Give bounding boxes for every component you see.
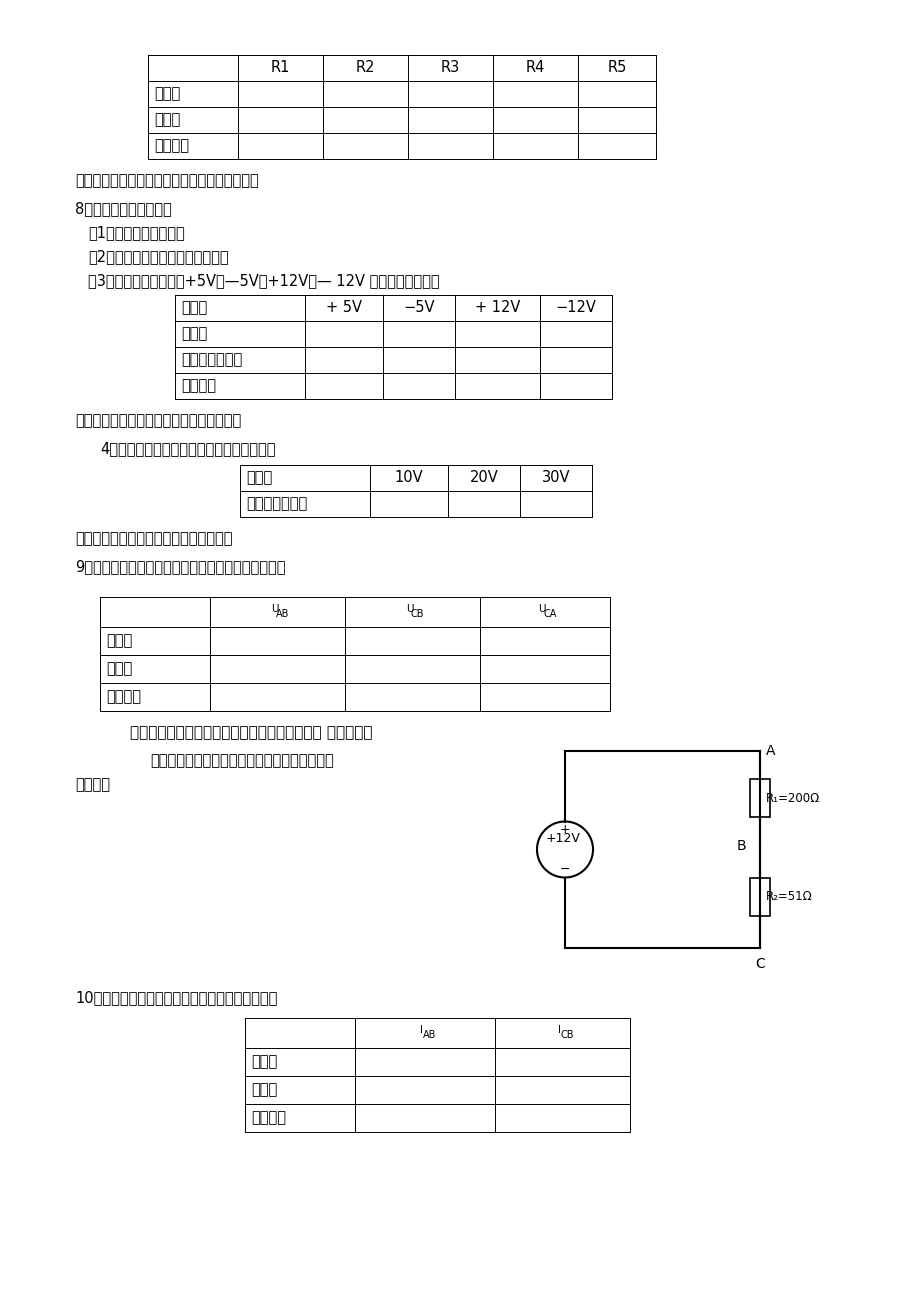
Text: −: −: [559, 863, 570, 876]
Text: 测量值: 测量值: [153, 112, 180, 128]
Text: 20V: 20V: [469, 470, 498, 486]
Text: R2: R2: [356, 60, 375, 76]
Text: 初判好坏: 初判好坏: [153, 138, 188, 154]
Text: 8、直流电压输出及测量: 8、直流电压输出及测量: [75, 201, 172, 216]
Text: 测量值: 测量值: [106, 634, 132, 648]
Text: CB: CB: [561, 1030, 573, 1040]
Text: 测量值: 测量值: [251, 1055, 277, 1069]
Text: CB: CB: [410, 609, 424, 618]
Text: −5V: −5V: [403, 301, 435, 315]
Text: 相对误差: 相对误差: [181, 379, 216, 393]
Text: U: U: [270, 604, 278, 615]
Text: U: U: [405, 604, 413, 615]
Text: +12V: +12V: [545, 832, 580, 845]
Bar: [749, 878, 769, 915]
Text: 测量值: 测量值: [181, 327, 207, 341]
Text: I: I: [420, 1025, 423, 1035]
Text: R₁=200Ω: R₁=200Ω: [766, 792, 820, 805]
Text: 否正确。: 否正确。: [75, 777, 110, 792]
Text: 相对误差: 相对误差: [251, 1111, 286, 1125]
Text: 标称值: 标称值: [153, 86, 180, 102]
Text: （1）接通直流电源开关: （1）接通直流电源开关: [88, 225, 185, 240]
Text: AB: AB: [423, 1030, 437, 1040]
Text: 30V: 30V: [541, 470, 570, 486]
Text: 数据处理：写出各档位和电压调节范围。: 数据处理：写出各档位和电压调节范围。: [75, 531, 233, 546]
Text: 10、电路中电流的测量，电路如上图，按下表测量: 10、电路中电流的测量，电路如上图，按下表测量: [75, 990, 277, 1005]
Text: AB: AB: [276, 609, 289, 618]
Text: 9、电路元件电压测量，按图连接电路，按下表测量。: 9、电路元件电压测量，按图连接电路，按下表测量。: [75, 559, 285, 574]
Text: CA: CA: [543, 609, 556, 618]
Text: + 12V: + 12V: [474, 301, 519, 315]
Text: 数据处理：计算标称值与测量值相对误差。: 数据处理：计算标称值与测量值相对误差。: [75, 413, 241, 428]
Text: R₂=51Ω: R₂=51Ω: [766, 891, 811, 904]
Bar: [749, 780, 769, 818]
Text: −12V: −12V: [555, 301, 596, 315]
Text: （3）用直流电压表测量+5V、—5V、+12V、— 12V 电压输出并记录。: （3）用直流电压表测量+5V、—5V、+12V、— 12V 电压输出并记录。: [88, 273, 439, 288]
Text: R4: R4: [526, 60, 545, 76]
Text: B: B: [735, 838, 745, 853]
Text: 计算值: 计算值: [106, 661, 132, 677]
Text: 10V: 10V: [394, 470, 423, 486]
Text: 数据处理：实验后利用所测数据验证理论分析是: 数据处理：实验后利用所测数据验证理论分析是: [150, 753, 334, 768]
Text: C: C: [754, 957, 764, 971]
Text: 标称值: 标称值: [245, 470, 272, 486]
Text: A: A: [766, 743, 775, 758]
Text: 预习时理论计算以上三个电压值，并分析三个电 压的关系。: 预习时理论计算以上三个电压值，并分析三个电 压的关系。: [130, 725, 372, 740]
Text: R3: R3: [440, 60, 460, 76]
Text: 标称值与测量值: 标称值与测量值: [181, 353, 242, 367]
Text: + 5V: + 5V: [325, 301, 361, 315]
Text: R1: R1: [270, 60, 289, 76]
Text: 4）用直流电压表测量恒压源输出电压并记录: 4）用直流电压表测量恒压源输出电压并记录: [100, 441, 275, 456]
Text: 数据处理：分析测量值并初步判断电阔的好坏。: 数据处理：分析测量值并初步判断电阔的好坏。: [75, 173, 258, 187]
Text: 相对误差: 相对误差: [106, 690, 141, 704]
Text: I: I: [558, 1025, 561, 1035]
Text: 标称值: 标称值: [181, 301, 207, 315]
Text: R5: R5: [607, 60, 626, 76]
Text: 测量可调节范围: 测量可调节范围: [245, 496, 307, 512]
Text: 计算值: 计算值: [251, 1082, 277, 1098]
Text: U: U: [538, 604, 545, 615]
Text: +: +: [559, 823, 570, 836]
Text: （2）接通直流电压表和电流表开关: （2）接通直流电压表和电流表开关: [88, 249, 229, 264]
